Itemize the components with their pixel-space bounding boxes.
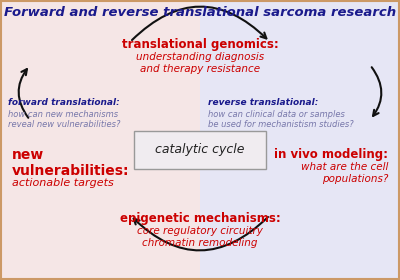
Text: epigenetic mechanisms:: epigenetic mechanisms: (120, 212, 280, 225)
Text: how can clinical data or samples
be used for mechanistism studies?: how can clinical data or samples be used… (208, 110, 354, 129)
Text: reverse translational:: reverse translational: (208, 98, 318, 107)
Bar (0, 0, 200, 280)
Text: what are the cell
populations?: what are the cell populations? (301, 162, 388, 184)
FancyBboxPatch shape (134, 131, 266, 169)
Text: actionable targets: actionable targets (12, 178, 114, 188)
Text: how can new mechanisms
reveal new vulnerabilities?: how can new mechanisms reveal new vulner… (8, 110, 120, 129)
Text: translational genomics:: translational genomics: (122, 38, 278, 51)
Text: catalytic cycle: catalytic cycle (155, 143, 245, 157)
Text: understanding diagnosis
and therapy resistance: understanding diagnosis and therapy resi… (136, 52, 264, 74)
Text: core regulatory circuitry
chromatin remodeling: core regulatory circuitry chromatin remo… (137, 226, 263, 248)
Text: Forward and reverse translational sarcoma research: Forward and reverse translational sarcom… (4, 6, 396, 19)
Text: forward translational:: forward translational: (8, 98, 120, 107)
Bar (200, 0, 400, 280)
Text: in vivo modeling:: in vivo modeling: (274, 148, 388, 161)
Text: new
vulnerabilities:: new vulnerabilities: (12, 148, 130, 178)
